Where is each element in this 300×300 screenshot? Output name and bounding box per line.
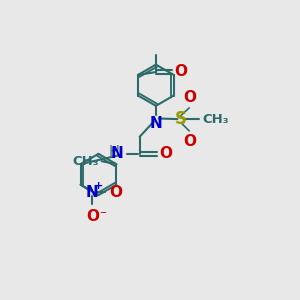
Text: N: N <box>110 146 123 161</box>
Text: O: O <box>174 64 187 80</box>
Text: CH₃: CH₃ <box>73 155 99 168</box>
Text: S: S <box>175 110 187 128</box>
Text: O: O <box>86 209 99 224</box>
Text: O: O <box>183 90 196 105</box>
Text: +: + <box>94 181 103 190</box>
Text: H: H <box>108 146 119 160</box>
Text: O: O <box>159 146 172 161</box>
Text: O: O <box>110 184 122 200</box>
Text: N: N <box>86 184 99 200</box>
Text: O: O <box>183 134 196 149</box>
Text: N: N <box>149 116 162 131</box>
Text: CH₃: CH₃ <box>202 112 229 126</box>
Text: ⁻: ⁻ <box>99 209 106 222</box>
